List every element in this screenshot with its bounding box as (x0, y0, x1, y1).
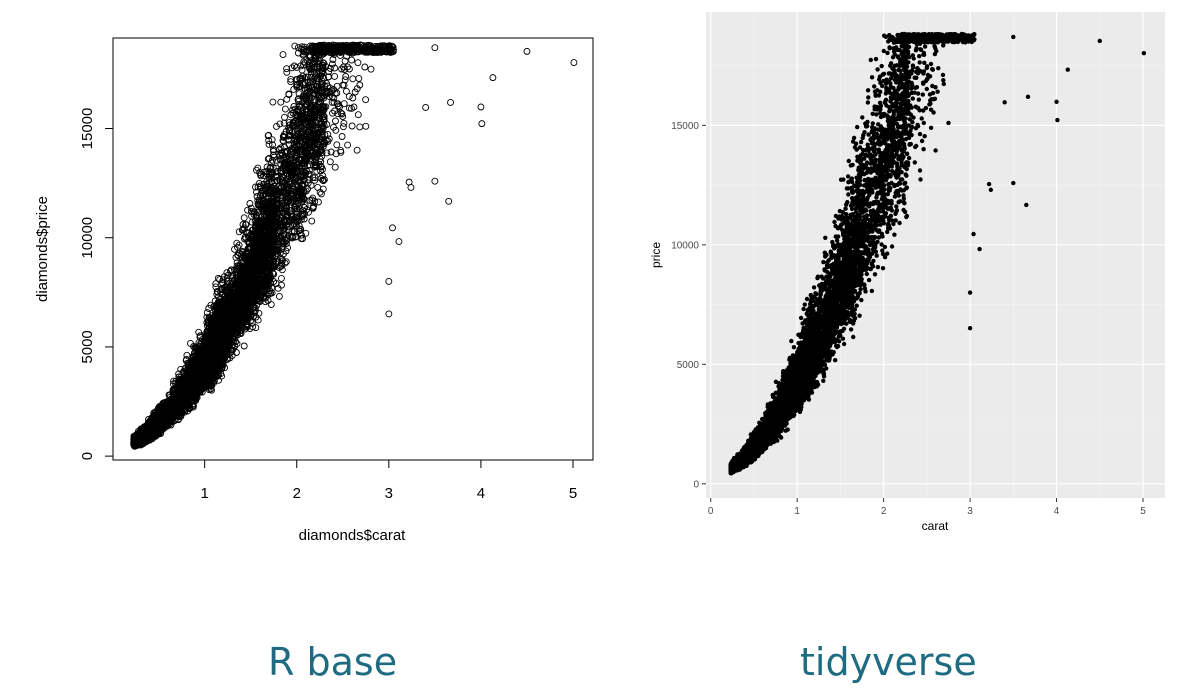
data-point (337, 109, 345, 117)
data-point (329, 109, 336, 117)
data-point (317, 190, 325, 198)
data-point (349, 94, 357, 102)
base-point-cloud (130, 41, 397, 450)
